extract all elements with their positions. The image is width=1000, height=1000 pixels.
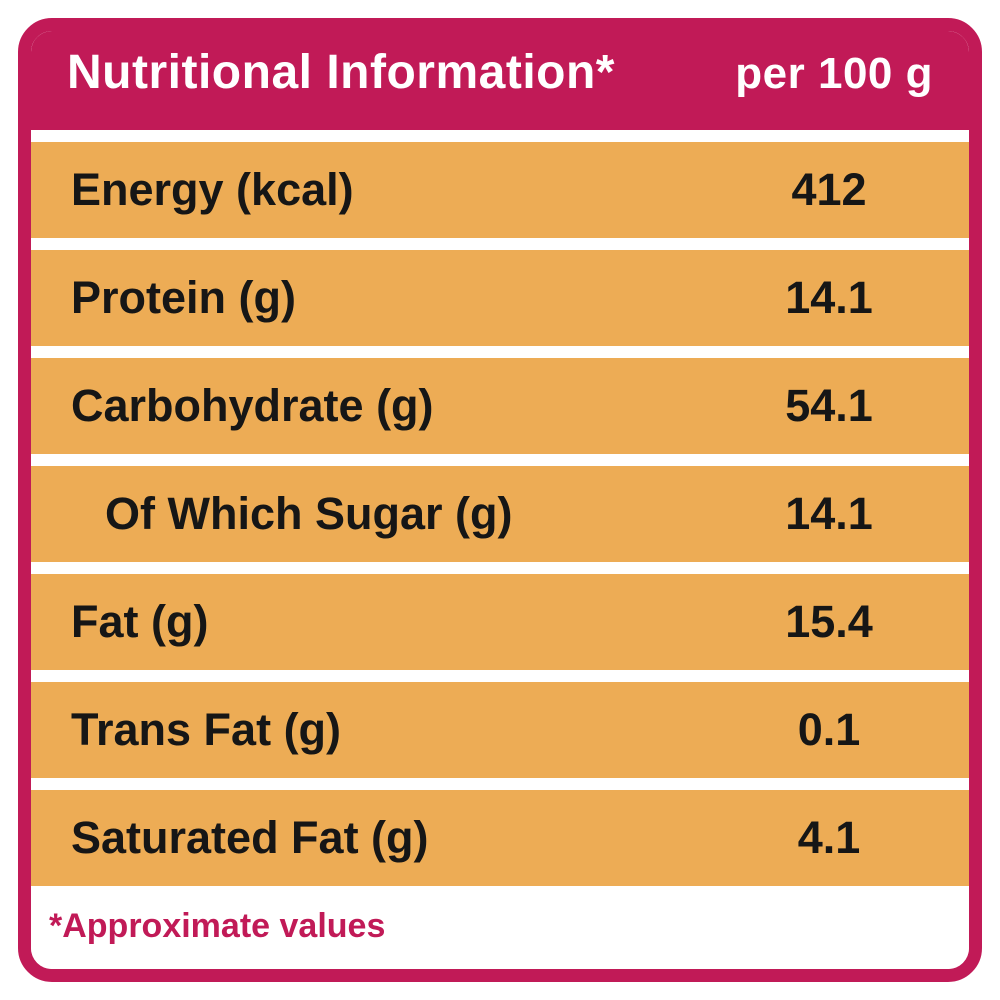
- nutrient-value: 54.1: [785, 380, 873, 431]
- nutrition-label-card: Nutritional Information* per 100 g Energ…: [18, 18, 982, 982]
- nutrition-label-header: Nutritional Information* per 100 g: [31, 31, 969, 130]
- nutrient-name: Protein (g): [71, 272, 296, 323]
- approximate-values-note: *Approximate values: [49, 907, 386, 945]
- nutrient-value: 14.1: [785, 272, 873, 323]
- label-footnote-area: *Approximate values: [31, 886, 969, 969]
- nutrient-value: 0.1: [797, 704, 861, 755]
- nutrient-name: Energy (kcal): [71, 164, 354, 215]
- table-row-energy: Energy (kcal) 412: [31, 142, 969, 238]
- table-row-carbohydrate: Carbohydrate (g) 54.1: [31, 358, 969, 454]
- nutrient-name: Saturated Fat (g): [71, 812, 429, 863]
- table-row-protein: Protein (g) 14.1: [31, 250, 969, 346]
- nutrient-value: 412: [791, 164, 867, 215]
- table-row-sugar: Of Which Sugar (g) 14.1: [31, 466, 969, 562]
- nutrition-rows: Energy (kcal) 412 Protein (g) 14.1 Carbo…: [31, 130, 969, 886]
- nutrient-value: 15.4: [785, 596, 873, 647]
- nutrient-name: Carbohydrate (g): [71, 380, 434, 431]
- nutrient-name: Trans Fat (g): [71, 704, 342, 755]
- table-row-trans-fat: Trans Fat (g) 0.1: [31, 682, 969, 778]
- table-row-saturated-fat: Saturated Fat (g) 4.1: [31, 790, 969, 886]
- label-title: Nutritional Information*: [67, 46, 615, 99]
- table-row-fat: Fat (g) 15.4: [31, 574, 969, 670]
- nutrient-name: Fat (g): [71, 596, 209, 647]
- nutrient-value: 14.1: [785, 488, 873, 539]
- per-quantity: per 100 g: [735, 49, 933, 98]
- nutrient-name: Of Which Sugar (g): [105, 488, 513, 539]
- nutrient-value: 4.1: [797, 812, 861, 863]
